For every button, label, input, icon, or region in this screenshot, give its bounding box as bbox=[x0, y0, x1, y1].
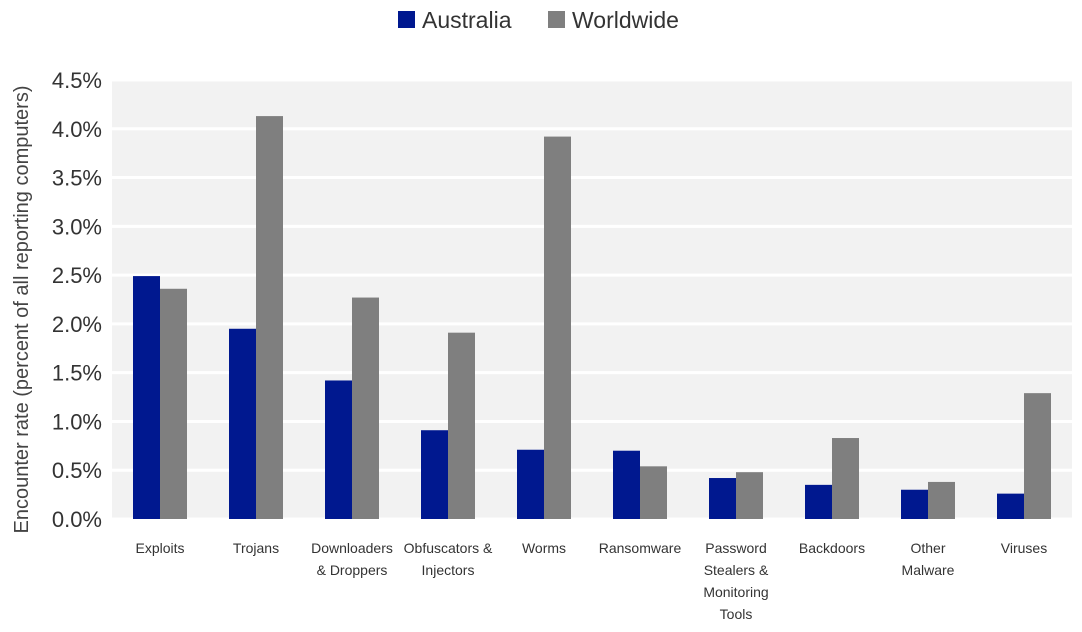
bar-worldwide bbox=[352, 297, 379, 519]
bar-worldwide bbox=[448, 332, 475, 519]
bar-australia bbox=[325, 380, 352, 519]
y-tick-label: 1.5% bbox=[52, 361, 102, 386]
legend-swatch-australia bbox=[398, 11, 415, 28]
bar-worldwide bbox=[928, 481, 955, 519]
bar-australia bbox=[901, 489, 928, 519]
bar-australia bbox=[229, 328, 256, 519]
x-tick-label: Worms bbox=[522, 540, 566, 556]
x-tick-label: Ransomware bbox=[599, 540, 682, 556]
y-tick-label: 1.0% bbox=[52, 409, 102, 434]
bar-australia bbox=[805, 484, 832, 519]
x-tick-label: Obfuscators & Injectors bbox=[404, 540, 493, 578]
legend-swatch-worldwide bbox=[548, 11, 565, 28]
legend-label-worldwide: Worldwide bbox=[572, 7, 679, 33]
x-tick-label: Downloaders & Droppers bbox=[311, 540, 393, 578]
y-tick-label: 2.5% bbox=[52, 263, 102, 288]
legend-label-australia: Australia bbox=[422, 7, 512, 33]
bar-worldwide bbox=[1024, 393, 1051, 519]
y-axis-ticks: 0.0% 0.5% 1.0% 1.5% 2.0% 2.5% 3.0% 3.5% 4.0% 4.5% bbox=[52, 68, 102, 532]
legend: Australia Worldwide bbox=[398, 7, 679, 33]
bars bbox=[133, 116, 1051, 520]
y-axis-label: Encounter rate (percent of all reporting… bbox=[11, 86, 33, 534]
x-tick-label: Backdoors bbox=[799, 540, 865, 556]
y-tick-label: 3.5% bbox=[52, 166, 102, 191]
bar-australia bbox=[997, 493, 1024, 519]
x-axis-categories: Exploits Trojans Downloaders & Droppers Obfu… bbox=[135, 540, 1047, 622]
x-tick-label: Trojans bbox=[233, 540, 279, 556]
bar-australia bbox=[709, 478, 736, 519]
y-tick-label: 4.0% bbox=[52, 117, 102, 142]
x-tick-label: Exploits bbox=[135, 540, 184, 556]
y-tick-label: 2.0% bbox=[52, 312, 102, 337]
x-tick-label: Other Malware bbox=[902, 540, 955, 578]
y-tick-label: 4.5% bbox=[52, 68, 102, 93]
bar-worldwide bbox=[256, 116, 283, 520]
bar-worldwide bbox=[544, 136, 571, 520]
x-tick-label: Password Stealers & Monitoring Tools bbox=[703, 540, 769, 622]
x-tick-label: Viruses bbox=[1001, 540, 1047, 556]
bar-worldwide bbox=[160, 288, 187, 519]
bar-worldwide bbox=[640, 466, 667, 519]
y-tick-label: 3.0% bbox=[52, 214, 102, 239]
bar-australia bbox=[613, 450, 640, 519]
bar-australia bbox=[517, 449, 544, 519]
y-tick-label: 0.5% bbox=[52, 458, 102, 483]
bar-australia bbox=[421, 430, 448, 519]
bar-worldwide bbox=[832, 438, 859, 519]
bar-australia bbox=[133, 276, 160, 519]
y-tick-label: 0.0% bbox=[52, 507, 102, 532]
bar-worldwide bbox=[736, 472, 763, 519]
